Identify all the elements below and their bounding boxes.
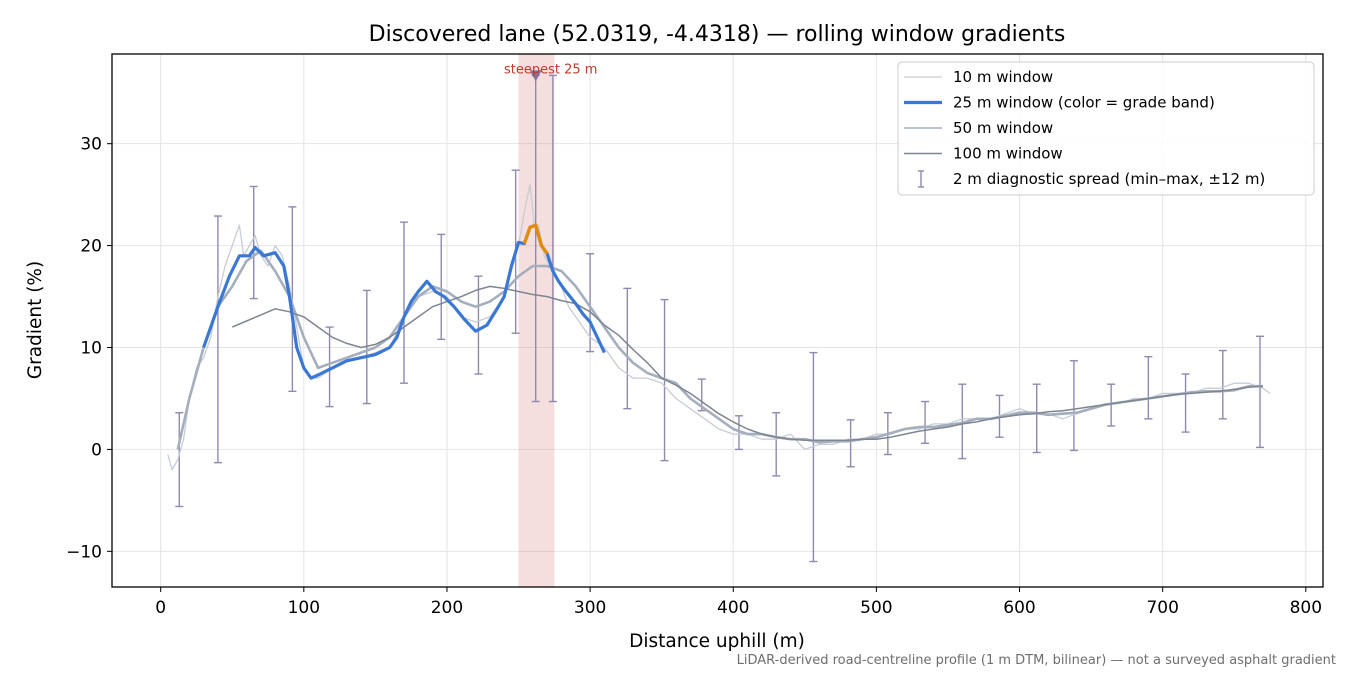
- legend-label: 10 m window: [953, 68, 1053, 86]
- y-axis-label: Gradient (%): [25, 261, 46, 379]
- y-tick-label: 30: [80, 135, 102, 155]
- steepest-highlight-band: [518, 54, 555, 587]
- steepest-label: steepest 25 m: [504, 62, 597, 77]
- y-axis-ticks: −10 0 10 20 30: [66, 135, 112, 562]
- x-tick-label: 500: [860, 598, 892, 618]
- legend: 10 m window 25 m window (color = grade ba…: [897, 61, 1315, 196]
- x-axis-ticks: 0 100 200 300 400 500 600 700 800: [155, 587, 1322, 618]
- y-tick-label: −10: [66, 542, 102, 562]
- axes-frame: [111, 53, 1324, 588]
- errorbar: [474, 275, 483, 375]
- x-axis-label: Distance uphill (m): [629, 631, 805, 652]
- caption: LiDAR-derived road-centreline profile (1…: [737, 653, 1336, 668]
- x-tick-label: 100: [288, 598, 320, 618]
- x-tick-label: 300: [574, 598, 606, 618]
- errorbar: [1218, 349, 1227, 420]
- errorbar: [1256, 335, 1265, 449]
- errorbar: [586, 253, 595, 353]
- legend-box: [897, 61, 1315, 196]
- errorbar: [1032, 383, 1041, 454]
- legend-label: 100 m window: [953, 145, 1063, 163]
- errorbar: [1107, 383, 1116, 427]
- errorbar: [623, 287, 632, 410]
- errorbar: [809, 351, 818, 563]
- errorbar: [437, 233, 446, 341]
- series-line-25-m-window: [202, 223, 606, 380]
- errorbar: [213, 215, 222, 464]
- errorbar: [958, 383, 967, 460]
- x-tick-label: 200: [431, 598, 463, 618]
- errorbar: [1181, 373, 1190, 433]
- errorbar: [400, 221, 409, 384]
- errorbar: [846, 419, 855, 468]
- errorbar: [548, 74, 557, 403]
- errorbar: [1144, 355, 1153, 420]
- errorbar: [1069, 360, 1078, 452]
- legend-label: 2 m diagnostic spread (min–max, ±12 m): [953, 170, 1265, 188]
- x-tick-label: 600: [1003, 598, 1035, 618]
- x-tick-label: 400: [717, 598, 749, 618]
- errorbar: [325, 326, 334, 408]
- diagnostic-spread-errorbars: [175, 74, 1265, 563]
- chart-title: Discovered lane (52.0319, -4.4318) — rol…: [369, 22, 1066, 47]
- legend-label: 25 m window (color = grade band): [953, 94, 1215, 112]
- legend-label: 50 m window: [953, 119, 1053, 137]
- series-line-100-m-window: [231, 285, 1263, 441]
- errorbar: [921, 400, 930, 445]
- x-tick-label: 700: [1146, 598, 1178, 618]
- errorbar: [734, 415, 743, 451]
- series-line-50-m-window: [176, 249, 1263, 450]
- x-tick-label: 0: [155, 598, 166, 618]
- y-tick-label: 20: [80, 237, 102, 257]
- series-lines: [167, 183, 1271, 471]
- errorbar: [772, 412, 781, 477]
- series-line-25-m-window-steep-band: [522, 223, 549, 255]
- y-tick-label: 10: [80, 339, 102, 359]
- errorbar: [249, 185, 258, 300]
- x-tick-label: 800: [1290, 598, 1322, 618]
- errorbar: [175, 412, 184, 508]
- y-tick-label: 0: [91, 440, 102, 460]
- steepest-marker: [529, 70, 542, 82]
